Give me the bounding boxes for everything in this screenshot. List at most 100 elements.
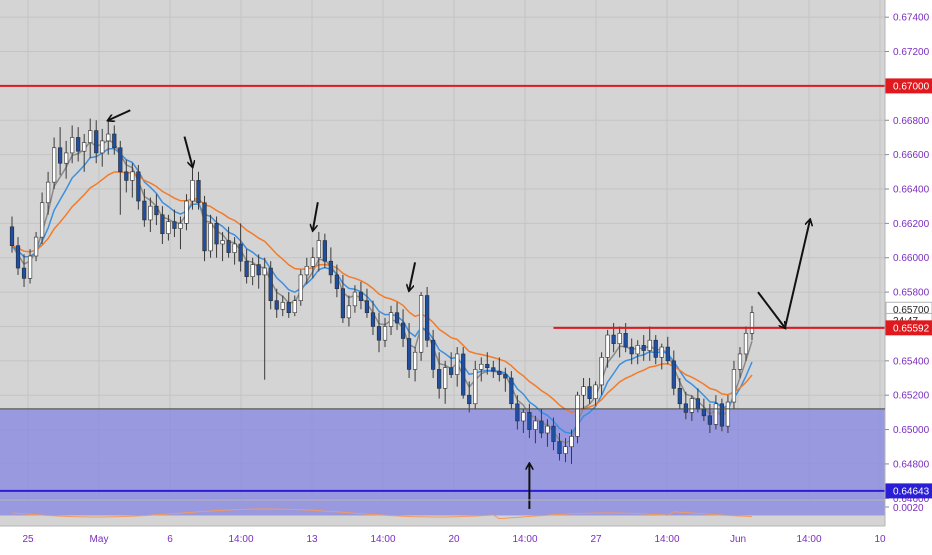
candle-body [100, 140, 105, 154]
candle-body [611, 334, 616, 344]
candle [45, 171, 51, 215]
candle-body [689, 398, 694, 413]
time-axis-background [0, 526, 932, 550]
candle [677, 378, 682, 409]
candle [94, 120, 99, 164]
candle [352, 285, 358, 313]
candle-body [238, 243, 243, 262]
candle [340, 274, 345, 324]
candle-body [226, 240, 231, 253]
candle-body [461, 353, 466, 396]
annotation-arrow [757, 291, 785, 328]
candle-body [328, 260, 333, 276]
candle-body [214, 223, 219, 245]
candle [497, 357, 502, 382]
price-tick-label: 0.64600 [893, 494, 930, 505]
candle-body [184, 200, 189, 224]
candle [737, 347, 743, 379]
candle-body [142, 200, 147, 221]
price-tick-label: 0.66000 [893, 253, 930, 264]
candle-body [695, 398, 700, 410]
candle [52, 137, 57, 190]
candles [9, 118, 755, 464]
candle [160, 206, 165, 244]
time-tick-label: 27 [590, 534, 602, 545]
candle [491, 360, 496, 379]
candle [575, 391, 580, 444]
candle [124, 159, 129, 193]
candle-body [136, 171, 141, 202]
candle [671, 350, 676, 396]
candle [58, 127, 63, 176]
candle [641, 335, 646, 361]
candle-body [659, 346, 664, 358]
candle-body [310, 257, 315, 267]
candle [539, 408, 544, 439]
candle-body [677, 388, 682, 405]
candle [202, 195, 207, 262]
price-tick-label: 0.67400 [893, 13, 930, 24]
candle [250, 257, 255, 286]
candle-body [563, 446, 568, 454]
candle [112, 125, 117, 155]
candle-body [382, 326, 388, 341]
candle-body [431, 339, 436, 370]
candle [515, 395, 520, 430]
candle-body [160, 214, 165, 234]
candle [226, 226, 231, 258]
candle-body [52, 147, 57, 183]
candle-body [27, 255, 33, 279]
candle-body [406, 338, 412, 370]
price-tick-label: 0.67200 [893, 47, 930, 58]
candle-body [479, 363, 484, 370]
time-tick-label: 6 [167, 534, 173, 545]
candle [268, 261, 273, 310]
candle [33, 231, 39, 262]
candle-body [569, 436, 574, 448]
annotation-arrow [784, 220, 810, 329]
price-tag-support-line-label: 0.64643 [885, 483, 932, 499]
candle [106, 120, 111, 155]
price-tick-label: 0.65000 [893, 425, 930, 436]
candle [70, 125, 75, 164]
candle-body [346, 305, 352, 319]
candle [533, 415, 538, 444]
candle-body [719, 403, 725, 427]
candle-body [376, 326, 382, 341]
candle [328, 247, 333, 284]
candle-body [166, 221, 171, 234]
time-tick-label: May [90, 534, 109, 545]
candle-body [629, 346, 634, 355]
candle-body [491, 367, 496, 372]
candle [388, 305, 394, 336]
candle-body [220, 240, 225, 245]
time-axis[interactable]: 25 May 6 14:00 13 14:00 20 14:00 27 14:00 Jun 14:00… [22, 534, 886, 545]
candle [467, 381, 472, 413]
price-tag-box [885, 320, 932, 336]
candle [725, 395, 731, 433]
candle [719, 398, 725, 432]
candle [599, 352, 604, 396]
candle-body [64, 152, 69, 164]
candle [485, 352, 490, 375]
candle [593, 381, 598, 406]
time-tick-label: 14:00 [796, 534, 821, 545]
candle [437, 352, 442, 399]
candle [64, 140, 69, 179]
demand-zone [0, 408, 885, 516]
candle [569, 429, 574, 464]
candle [412, 347, 418, 382]
candle-body [701, 408, 706, 417]
candle-body [443, 367, 448, 389]
candle-body [316, 240, 321, 259]
candle [503, 367, 508, 392]
candle [172, 209, 177, 238]
candle-body [274, 300, 279, 310]
candle [286, 292, 291, 318]
candle [190, 168, 195, 210]
candle [244, 249, 249, 284]
candle-body [599, 357, 604, 386]
candle-body [467, 394, 472, 405]
